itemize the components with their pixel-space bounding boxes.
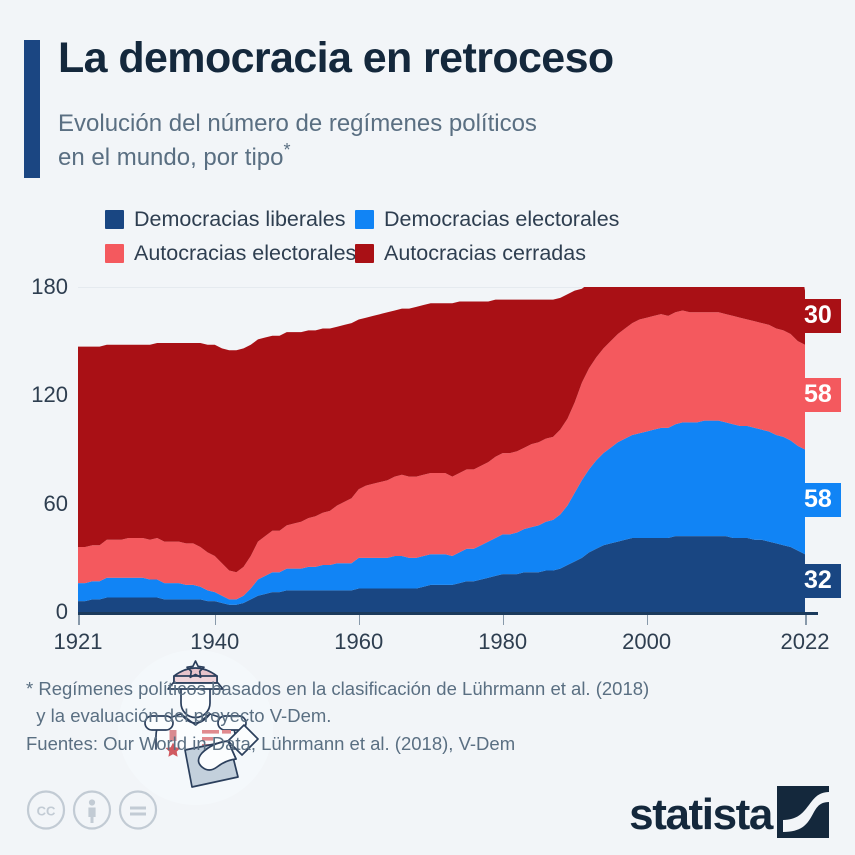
chart-legend: Democracias liberales Democracias electo… xyxy=(105,202,785,270)
accent-bar xyxy=(24,40,40,178)
area-series-democracias-liberales xyxy=(78,536,805,612)
legend-row-2: Autocracias electorales Autocracias cerr… xyxy=(105,236,785,270)
stacked-area-chart: 0 60 120 180 xyxy=(0,272,855,805)
end-label-autocracias-electorales: 58 xyxy=(795,378,841,413)
end-label-democracias-electorales: 58 xyxy=(795,482,841,517)
page-subtitle: Evolución del número de regímenes políti… xyxy=(58,108,537,173)
footnote-line-2: y la evaluación del proyecto V-Dem. xyxy=(26,704,332,726)
x-tick-label: 1921 xyxy=(53,629,103,654)
subtitle-asterisk: * xyxy=(283,140,291,161)
x-tick-mark xyxy=(358,615,361,625)
legend-label-liberal-democracies: Democracias liberales xyxy=(134,206,346,231)
x-tick-label: 1960 xyxy=(334,629,384,654)
legend-swatch-electoral-democracies xyxy=(355,209,374,229)
x-tick-label: 2022 xyxy=(780,629,830,654)
x-tick-mark xyxy=(78,615,80,625)
legend-item-liberal-democracies[interactable]: Democracias liberales xyxy=(105,207,355,232)
x-tick-label: 1940 xyxy=(190,629,240,654)
x-tick-label: 1980 xyxy=(478,629,528,654)
footnotes: * Regímenes políticos basados en la clas… xyxy=(26,676,826,730)
x-tick-mark xyxy=(502,615,505,625)
area-chart-svg xyxy=(78,287,805,612)
legend-item-electoral-democracies[interactable]: Democracias electorales xyxy=(355,207,685,232)
legend-item-electoral-autocracies[interactable]: Autocracias electorales xyxy=(105,240,357,266)
x-axis-ticks: 1921 1940 1960 1980 2000 2022 xyxy=(0,615,855,660)
area-series-autocracias-electorales xyxy=(78,310,805,600)
legend-swatch-closed-autocracies xyxy=(355,243,374,263)
legend-label-electoral-autocracies: Autocracias electorales xyxy=(134,240,357,265)
legend-swatch-liberal-democracies xyxy=(105,209,124,229)
cc-nd-equals-icon[interactable] xyxy=(118,790,158,830)
y-tick-label: 0 xyxy=(55,599,68,624)
x-tick-mark xyxy=(646,615,649,625)
footer: CC statista xyxy=(0,780,855,855)
sources-line: Fuentes: Our World in Data, Lührmann et … xyxy=(26,733,516,754)
statista-logo: statista xyxy=(629,786,829,843)
area-series-democracias-electorales xyxy=(78,420,805,605)
subtitle-line-1: Evolución del número de regímenes políti… xyxy=(58,110,537,137)
x-tick-label: 2000 xyxy=(622,629,672,654)
legend-swatch-electoral-autocracies xyxy=(105,243,124,263)
y-axis-ticks: 0 60 120 180 xyxy=(0,272,68,624)
x-tick-mark xyxy=(214,615,217,625)
legend-label-closed-autocracies: Autocracias cerradas xyxy=(384,240,586,265)
y-tick-label: 120 xyxy=(31,382,68,408)
cc-icon[interactable]: CC xyxy=(26,790,66,830)
x-axis-line xyxy=(78,612,818,615)
y-tick-label: 180 xyxy=(31,274,68,299)
legend-item-closed-autocracies[interactable]: Autocracias cerradas xyxy=(355,241,685,266)
creative-commons-icons: CC xyxy=(26,790,158,830)
statista-logo-text: statista xyxy=(629,789,773,839)
legend-label-electoral-democracies: Democracias electorales xyxy=(384,206,620,231)
page-title: La democracia en retroceso xyxy=(58,34,614,82)
plot-area xyxy=(78,287,805,612)
area-series-autocracias-cerradas xyxy=(78,287,805,573)
legend-row-1: Democracias liberales Democracias electo… xyxy=(105,202,785,236)
svg-text:CC: CC xyxy=(37,804,56,819)
header: La democracia en retroceso Evolución del… xyxy=(0,0,855,190)
subtitle-line-2: en el mundo, por tipo xyxy=(58,144,284,172)
x-tick-mark xyxy=(805,615,807,625)
end-label-democracias-liberales: 32 xyxy=(795,564,841,599)
y-tick-label: 60 xyxy=(43,490,68,516)
military-officer-voting-illustration xyxy=(118,650,273,805)
end-label-autocracias-cerradas: 30 xyxy=(795,298,841,333)
statista-logo-mark xyxy=(777,786,829,843)
cc-by-person-icon[interactable] xyxy=(72,790,112,830)
footnote-line-1: * Regímenes políticos basados en la clas… xyxy=(26,678,650,699)
